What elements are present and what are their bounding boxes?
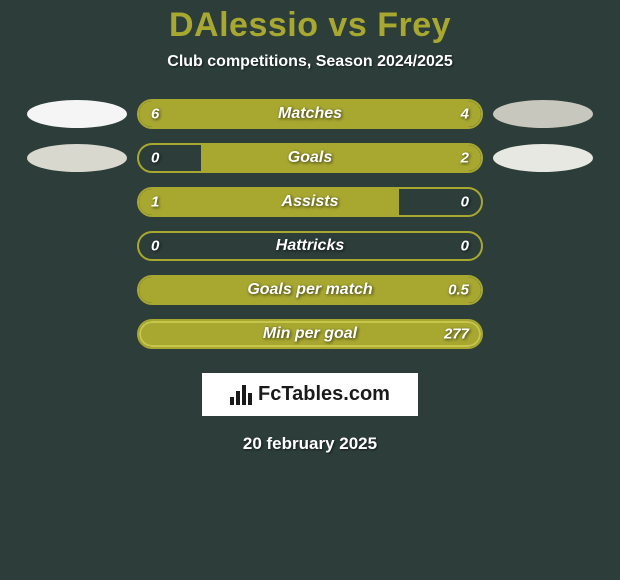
- stat-value-right: 4: [461, 106, 469, 123]
- team-disc-icon: [27, 100, 127, 128]
- stat-bar: Goals per match 0.5: [137, 275, 483, 305]
- player-right-discs: [483, 144, 603, 172]
- date-label: 20 february 2025: [243, 434, 377, 454]
- stat-row: Goals 0 2: [0, 143, 620, 173]
- stat-row: Hattricks 0 0: [0, 231, 620, 261]
- stat-row: Assists 1 0: [0, 187, 620, 217]
- stat-bar: Hattricks 0 0: [137, 231, 483, 261]
- stat-bar: Min per goal 277: [137, 319, 483, 349]
- stat-value-left: 0: [151, 238, 159, 255]
- stat-label: Matches: [278, 105, 342, 123]
- player-left-discs: [17, 100, 137, 128]
- stat-row: Min per goal 277: [0, 319, 620, 349]
- team-disc-icon: [493, 144, 593, 172]
- stat-value-right: 277: [444, 326, 469, 343]
- stat-label: Assists: [282, 193, 339, 211]
- stat-label: Goals per match: [247, 281, 372, 299]
- stat-value-right: 2: [461, 150, 469, 167]
- stat-label: Min per goal: [263, 325, 357, 343]
- stat-value-right: 0.5: [448, 282, 469, 299]
- stat-value-left: 6: [151, 106, 159, 123]
- stat-row: Goals per match 0.5: [0, 275, 620, 305]
- team-disc-icon: [27, 144, 127, 172]
- player-right-discs: [483, 100, 603, 128]
- stat-bar: Goals 0 2: [137, 143, 483, 173]
- stat-bar: Assists 1 0: [137, 187, 483, 217]
- stat-bar: Matches 6 4: [137, 99, 483, 129]
- bar-chart-icon: [230, 385, 252, 405]
- subtitle: Club competitions, Season 2024/2025: [167, 53, 452, 71]
- team-disc-icon: [493, 100, 593, 128]
- stat-row: Matches 6 4: [0, 99, 620, 129]
- stat-value-left: 0: [151, 150, 159, 167]
- stat-label: Hattricks: [276, 237, 344, 255]
- stat-value-left: 1: [151, 194, 159, 211]
- stat-value-right: 0: [461, 194, 469, 211]
- stats-area: Matches64Goals02Assists10Hattricks00Goal…: [0, 99, 620, 363]
- logo-badge: FcTables.com: [202, 373, 418, 416]
- player-left-discs: [17, 144, 137, 172]
- stat-label: Goals: [288, 149, 332, 167]
- page-title: DAlessio vs Frey: [169, 6, 451, 45]
- stat-value-right: 0: [461, 238, 469, 255]
- comparison-card: DAlessio vs Frey Club competitions, Seas…: [0, 0, 620, 454]
- logo-text: FcTables.com: [258, 383, 390, 406]
